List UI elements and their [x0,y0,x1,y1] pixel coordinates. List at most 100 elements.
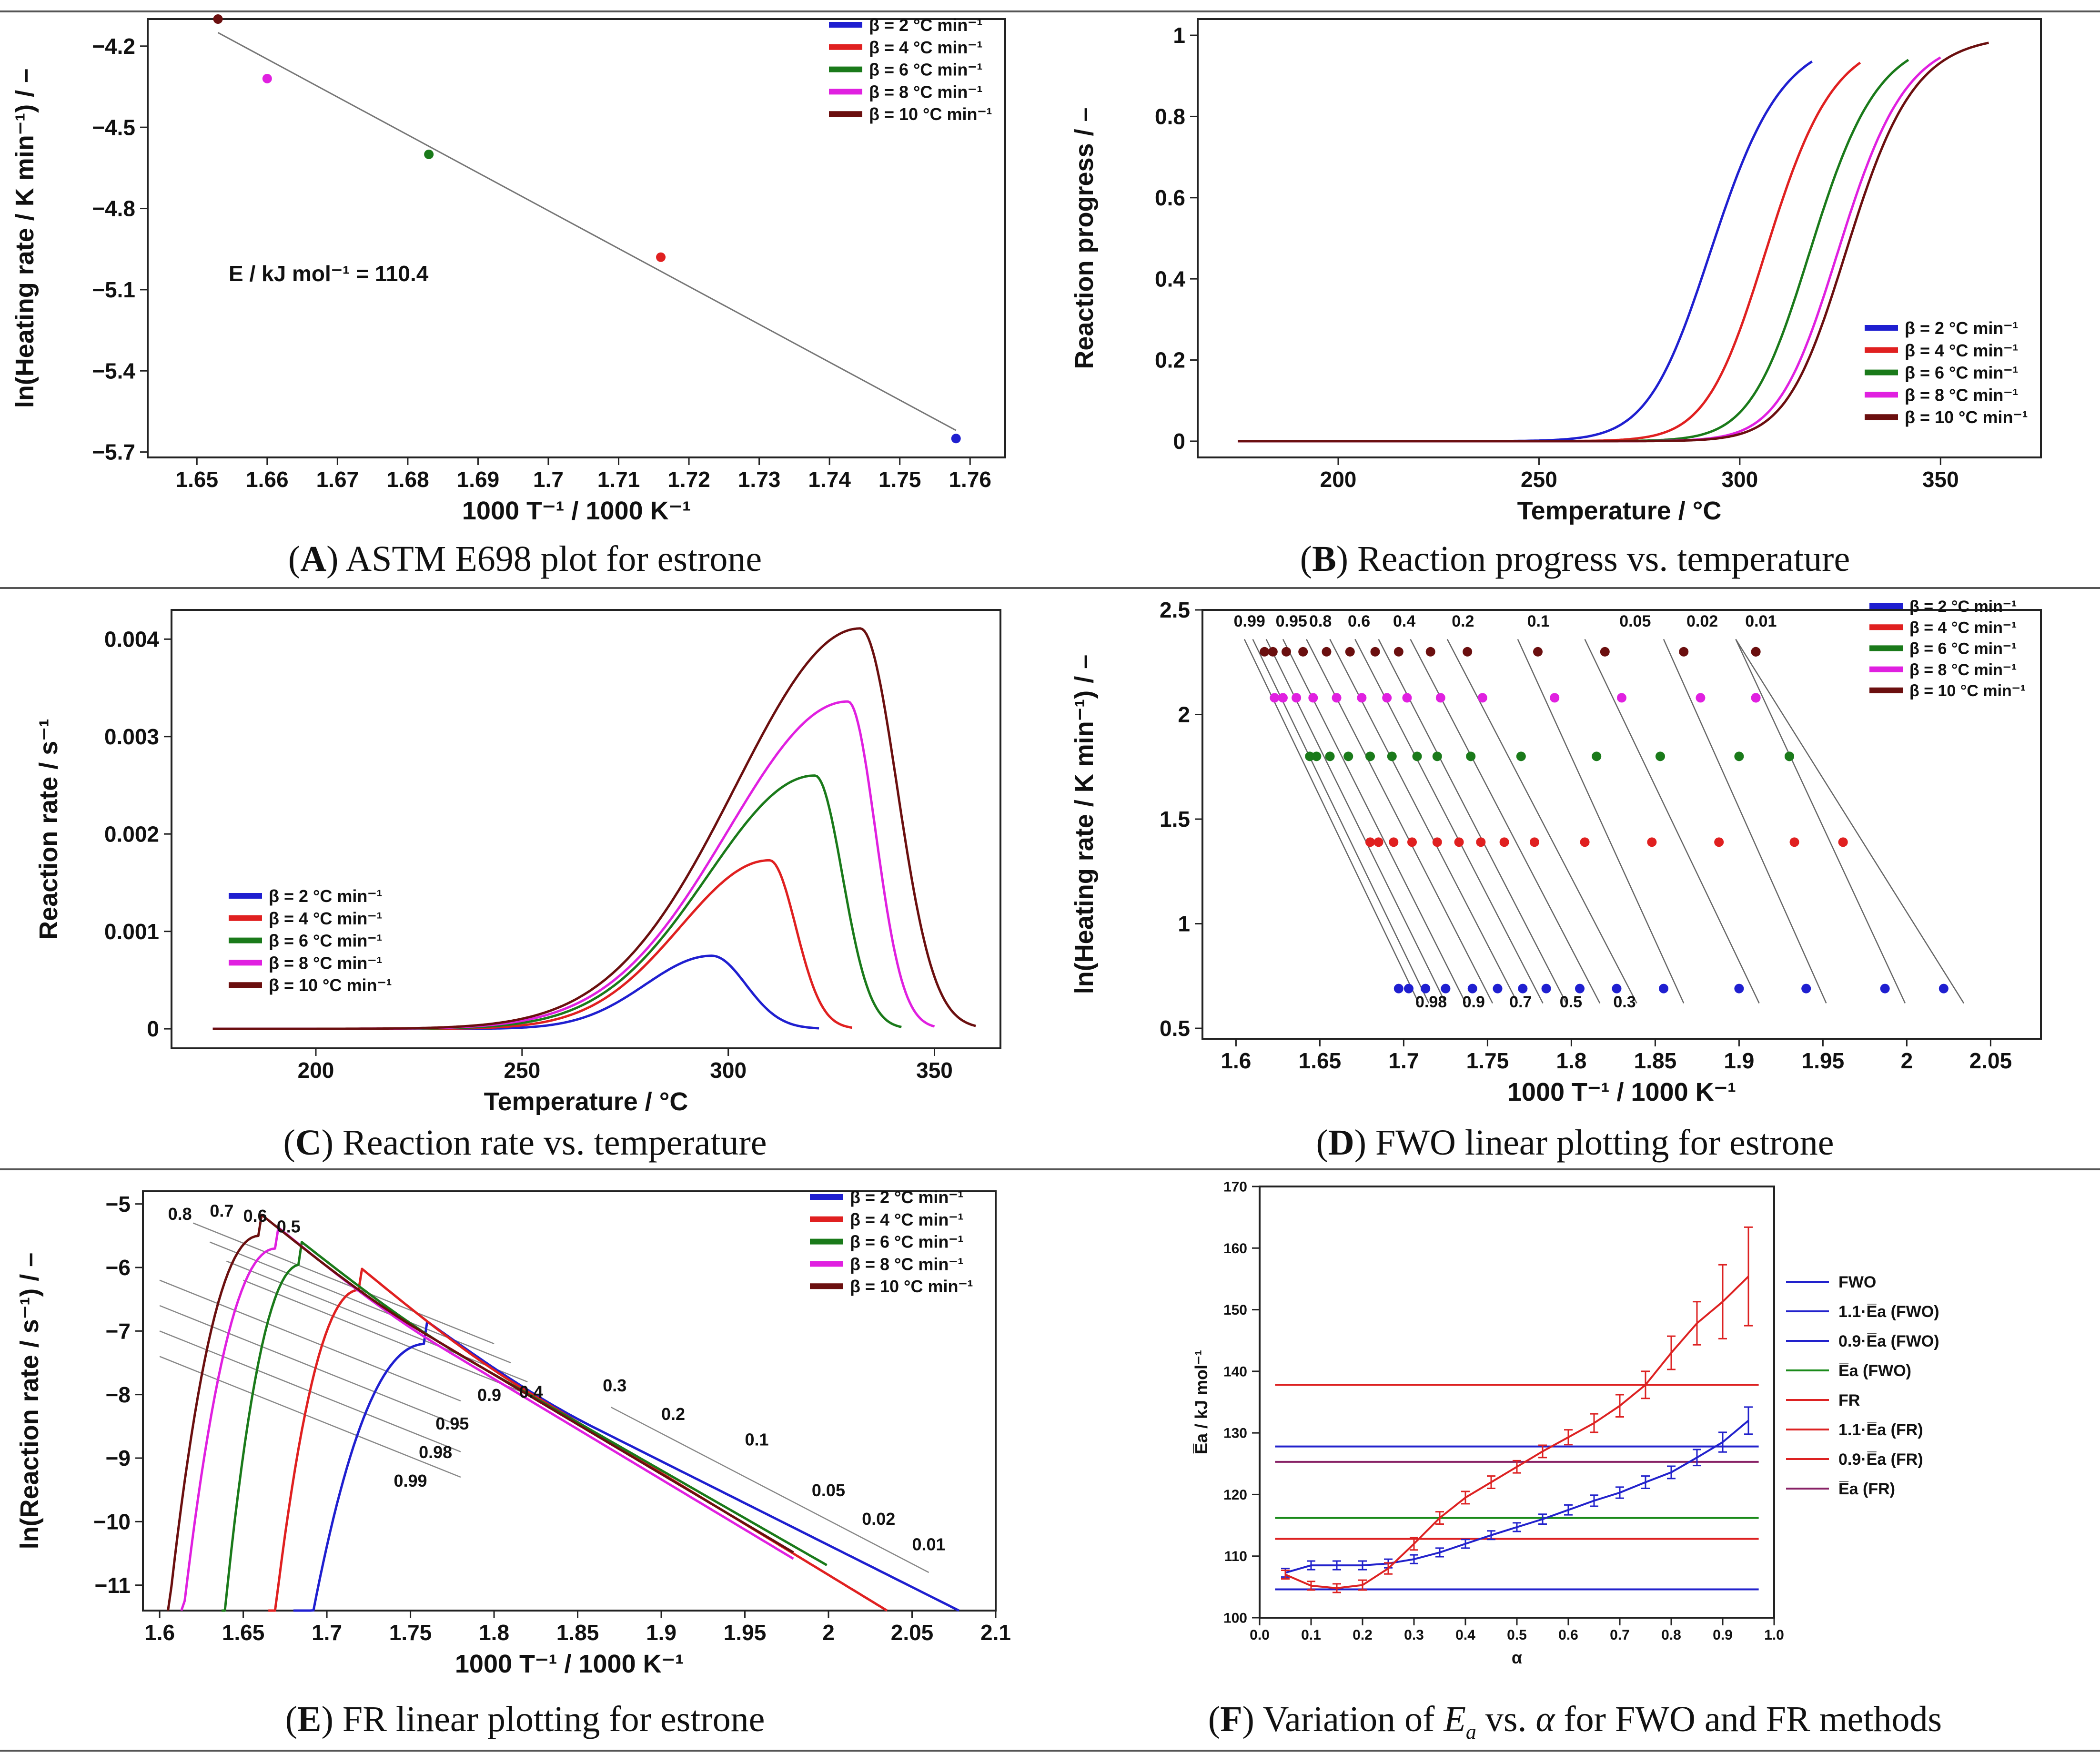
y-tick-label: 0.004 [104,627,160,651]
y-tick-label: −5 [106,1192,131,1217]
data-point [1270,693,1280,703]
conversion-label: 0.95 [1276,612,1307,630]
iso-conversion-line [192,1222,495,1345]
conversion-label: 0.9 [477,1385,501,1405]
chart-b-svg: 200 250 300 350 0 0.2 0.4 0.6 0.8 1 Temperature / … [1070,18,2042,525]
caption-d: (D) FWO linear plotting for estrone [1316,1123,1834,1163]
legend-label: 1.1·E̅a (FR) [1838,1421,1923,1439]
y-tick-label: 2 [1178,702,1190,727]
x-tick-label: 1.0 [1764,1627,1784,1643]
legend-label: FWO [1838,1273,1876,1291]
data-point [1541,983,1551,994]
iso-conversion-line [1735,639,1906,1004]
legend-label: β = 6 °C min⁻¹ [1909,640,2017,658]
conversion-label: 0.7 [210,1201,233,1220]
legend-label: β = 6 °C min⁻¹ [850,1232,963,1252]
data-point [1785,751,1794,761]
chart-panel-c: 200 250 300 350 0 0.001 0.002 0.003 0.004 Tempera… [0,591,1050,1115]
data-point [1592,751,1602,761]
y-axis-label: E̅a / kJ mol⁻¹ [1191,1350,1211,1454]
legend-label: β = 10 °C min⁻¹ [1909,682,2026,700]
iso-conversion-line [159,1356,461,1478]
y-tick-label: 130 [1223,1426,1247,1441]
data-point [1365,751,1375,761]
conversion-label: 0.05 [1619,612,1651,630]
iso-conversion-line [1663,639,1827,1004]
y-tick-label: 150 [1223,1302,1247,1318]
y-tick-label: −10 [93,1509,131,1534]
y-tick-label: 100 [1223,1611,1247,1626]
data-point [1499,837,1509,847]
data-point [1734,751,1744,761]
x-tick-label: 2 [822,1620,835,1645]
legend-label: β = 6 °C min⁻¹ [269,931,382,951]
y-axis-label: ln(Heating rate / K min⁻¹) / – [1070,655,1099,994]
x-tick-label: 1.71 [597,467,640,492]
data-point [1838,837,1848,847]
iso-conversion-line [1252,639,1430,1004]
iso-conversion-line [1354,639,1544,1004]
data-point [1292,693,1302,703]
data-point [1389,837,1399,847]
x-tick-label: 1.75 [389,1620,432,1645]
chart-panel-d: 1.6 1.65 1.7 1.75 1.8 1.85 1.9 1.95 2 2.05 0.5 1 1.5… [1050,591,2100,1115]
x-tick-label: 1.67 [316,467,359,492]
legend-label: β = 6 °C min⁻¹ [869,60,982,80]
data-point [1533,647,1543,657]
y-tick-label: 0.2 [1155,348,1185,373]
data-point [1612,983,1622,994]
legend-label: β = 4 °C min⁻¹ [850,1210,963,1229]
x-axis-label: 1000 T⁻¹ / 1000 K⁻¹ [462,497,691,525]
chart-panel-f: 0.0 0.1 0.2 0.3 0.4 0.5 0.6 0.7 0.8 0.9 1.0 100 110 1… [1050,1172,2100,1696]
iso-conversion-line [1735,639,1965,1004]
x-tick-label: 0.2 [1353,1627,1373,1643]
separator-top [0,10,2100,12]
legend-label: β = 10 °C min⁻¹ [269,975,392,995]
iso-conversion-line [1243,639,1420,1004]
data-point [1432,751,1442,761]
x-tick-label: 1.9 [1724,1048,1754,1073]
data-point [1477,693,1487,703]
data-point [1370,647,1380,657]
x-tick-label: 1.95 [1802,1048,1845,1073]
legend-label: E̅a (FWO) [1838,1362,1911,1380]
x-tick-label: 1.7 [1388,1048,1419,1073]
legend-label: β = 2 °C min⁻¹ [269,886,382,906]
conversion-label: 0.05 [812,1480,845,1500]
conversion-label: 0.6 [1348,612,1370,630]
data-point [1365,837,1375,847]
data-point [1387,751,1397,761]
separator-2 [0,1168,2100,1170]
conversion-label: 0.8 [168,1204,192,1224]
data-point [1801,983,1811,994]
y-tick-label: 0.003 [104,724,159,749]
y-axis-label: Reaction progress / – [1070,107,1099,369]
series-line [293,1320,959,1612]
chart-c-svg: 200 250 300 350 0 0.001 0.002 0.003 0.004 Tempera… [34,609,1001,1115]
y-tick-label: 0.001 [104,919,159,944]
conversion-label: 0.2 [1452,612,1474,630]
legend-label: β = 8 °C min⁻¹ [1909,661,2017,679]
caption-e: (E) FR linear plotting for estrone [285,1699,765,1739]
data-point [1679,647,1689,657]
x-tick-label: 1.76 [949,467,991,492]
series-line [268,1267,888,1612]
legend-label: β = 4 °C min⁻¹ [869,38,982,57]
x-tick-label: 1.72 [667,467,710,492]
legend-label: β = 2 °C min⁻¹ [1909,598,2017,616]
iso-conversion-line [1517,639,1685,1004]
iso-conversion-line [159,1305,461,1427]
legend-label: β = 2 °C min⁻¹ [850,1187,963,1207]
x-tick-label: 1.85 [556,1620,599,1645]
x-tick-label: 1.74 [808,467,851,492]
data-point [1467,983,1477,994]
data-point [1268,647,1278,657]
conversion-label: 0.99 [394,1471,427,1490]
y-tick-label: 0 [1173,429,1185,454]
conversion-label: 0.99 [1234,612,1265,630]
y-tick-label: −5.4 [92,358,135,383]
x-tick-label: 1.75 [1466,1048,1509,1073]
legend-label: β = 4 °C min⁻¹ [269,909,382,928]
data-point [1696,693,1706,703]
conversion-label: 0.1 [1527,612,1550,630]
